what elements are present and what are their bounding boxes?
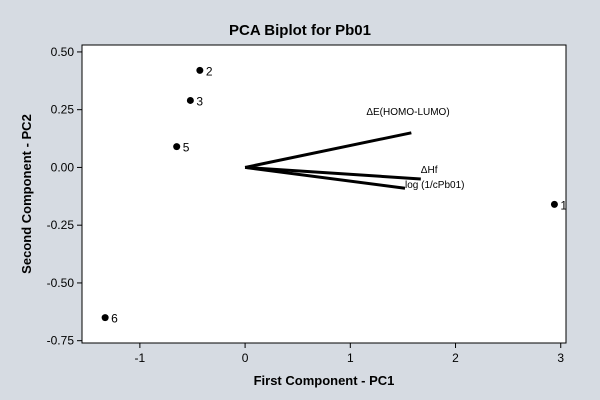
score-point-label: 3 [196,94,203,108]
loading-vector-line [244,165,406,190]
loading-vector-line [244,165,421,181]
y-tick-label: -0.75 [47,334,75,348]
x-axis-ticks: -1 0 1 2 3 [135,343,564,365]
score-point-label: 2 [206,64,213,78]
plot-area [81,44,567,344]
y-tick-label: 0.25 [51,103,75,117]
score-point-label: 5 [183,141,190,155]
y-tick-label: 0.00 [51,160,75,174]
score-point [196,66,204,74]
score-point-label: 1 [560,198,567,212]
score-point [550,200,558,208]
y-tick-label: -0.25 [47,218,75,232]
loading-vector-label: ΔHf [421,165,438,176]
x-tick-label: -1 [135,351,146,365]
x-tick-label: 0 [242,351,249,365]
score-point-label: 6 [111,312,118,326]
loading-vector-label: log (1/cPb01) [405,180,464,191]
y-axis-title: Second Component - PC2 [19,114,34,274]
loading-vector-line [244,131,412,169]
y-tick-label: 0.50 [51,45,75,59]
score-points: 1 2 3 5 6 [101,64,567,326]
score-point [101,314,109,322]
x-tick-label: 2 [452,351,459,365]
x-tick-label: 1 [347,351,354,365]
x-axis-title: First Component - PC1 [254,373,395,388]
chart-title: PCA Biplot for Pb01 [229,22,371,39]
loading-vector-label: ΔE(HOMO-LUMO) [366,107,449,118]
x-tick-label: 3 [557,351,564,365]
score-point [186,96,194,104]
score-point [173,143,181,151]
y-tick-label: -0.50 [47,276,75,290]
loading-vectors: ΔE(HOMO-LUMO) ΔHf log (1/cPb01) [244,107,465,191]
y-axis-ticks: 0.50 0.25 0.00 -0.25 -0.50 -0.75 [47,45,82,348]
